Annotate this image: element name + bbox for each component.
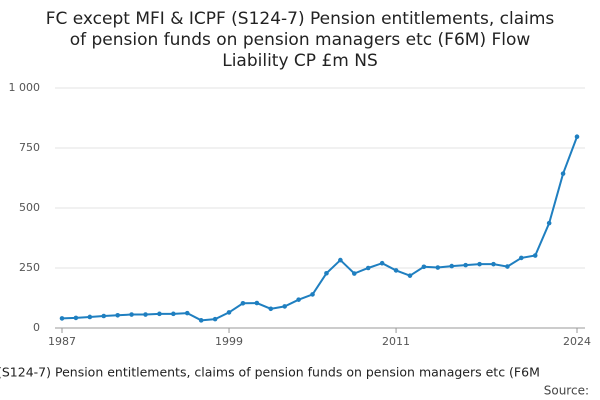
point	[449, 263, 455, 269]
y-tick-label: 0	[33, 321, 40, 334]
point	[129, 312, 134, 317]
point	[324, 270, 329, 276]
x-tick-label: 2011	[382, 335, 410, 348]
point	[157, 311, 162, 317]
point	[101, 313, 107, 319]
point	[268, 306, 274, 312]
point	[59, 316, 65, 321]
point	[296, 297, 301, 302]
point	[240, 300, 246, 306]
point	[421, 264, 427, 270]
x-tick-label: 1987	[48, 335, 76, 348]
point	[435, 265, 441, 270]
point	[198, 318, 204, 323]
point	[212, 316, 218, 322]
y-tick-label: 1 000	[9, 81, 41, 94]
point	[505, 264, 510, 269]
point	[365, 265, 371, 271]
point	[546, 220, 552, 226]
point	[407, 273, 413, 278]
line	[61, 136, 578, 322]
point	[532, 253, 538, 258]
point	[310, 292, 315, 297]
point	[171, 311, 176, 317]
point	[463, 262, 468, 268]
point	[379, 260, 385, 266]
chart-title: of pension funds on pension managers etc…	[70, 30, 531, 50]
point	[226, 310, 232, 315]
y-tick-label: 500	[19, 201, 40, 214]
point	[519, 255, 524, 261]
point	[282, 304, 288, 309]
point	[351, 271, 357, 276]
y-tick-label: 250	[19, 261, 40, 274]
chart-title: Liability CP £m NS	[222, 51, 378, 71]
point	[338, 257, 343, 263]
point	[143, 312, 148, 317]
point	[87, 314, 93, 320]
chart-title: FC except MFI & ICPF (S124-7) Pension en…	[46, 9, 555, 29]
point	[574, 134, 580, 140]
point	[115, 312, 120, 318]
point	[254, 300, 260, 306]
point	[560, 171, 566, 176]
point	[393, 268, 399, 273]
source: Source:	[544, 384, 589, 398]
point	[184, 310, 190, 316]
point	[73, 315, 79, 321]
x-tick-label: 2024	[563, 335, 591, 348]
y-tick-label: 750	[19, 141, 40, 154]
x-axis-label: (S124-7) Pension entitlements, claims of…	[0, 365, 540, 380]
point	[491, 261, 496, 267]
point	[477, 261, 482, 267]
x-tick-label: 1999	[215, 335, 243, 348]
